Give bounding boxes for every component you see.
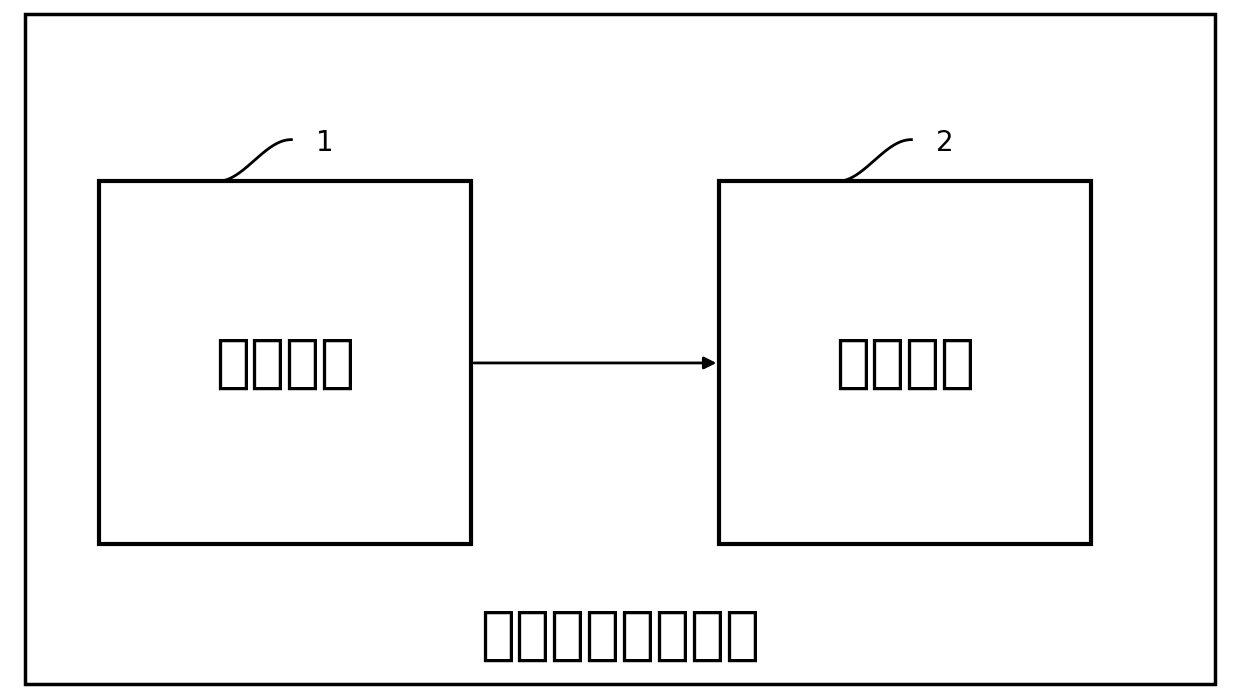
Text: 1: 1: [316, 129, 334, 157]
Text: 模拟单元: 模拟单元: [836, 334, 975, 392]
Bar: [99, 181, 471, 544]
Text: 2: 2: [936, 129, 954, 157]
Text: 燃油控制模拟装置: 燃油控制模拟装置: [480, 607, 760, 664]
Bar: [719, 181, 1091, 544]
Text: 创建单元: 创建单元: [216, 334, 355, 392]
